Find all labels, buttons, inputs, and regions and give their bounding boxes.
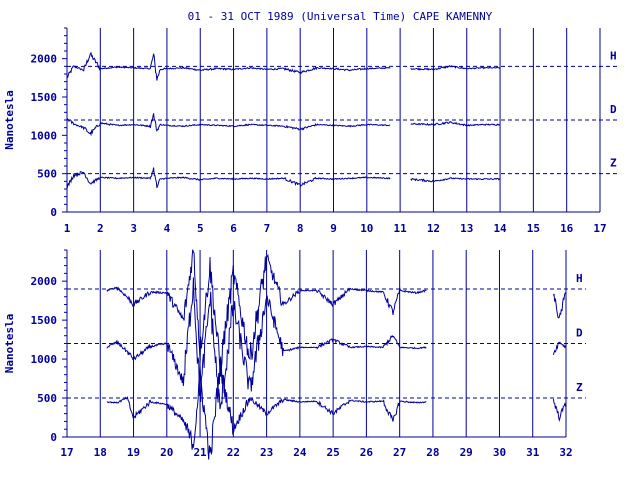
x-tick-label: 7: [264, 222, 271, 235]
x-tick-label: 17: [593, 222, 606, 235]
series-d-trace: [552, 341, 567, 356]
x-tick-label: 20: [160, 446, 173, 459]
y-tick-label: 500: [37, 392, 57, 405]
x-tick-label: 10: [360, 222, 373, 235]
x-tick-label: 15: [527, 222, 540, 235]
component-label-h: H: [610, 49, 617, 62]
x-tick-label: 5: [197, 222, 204, 235]
x-tick-label: 22: [227, 446, 240, 459]
y-tick-label: 2000: [31, 275, 58, 288]
series-d-trace: [66, 113, 391, 137]
x-tick-label: 2: [97, 222, 104, 235]
x-tick-label: 24: [293, 446, 307, 459]
x-tick-label: 25: [327, 446, 340, 459]
x-tick-label: 4: [164, 222, 171, 235]
component-label-d: D: [610, 103, 617, 116]
y-tick-label: 1000: [31, 353, 58, 366]
x-tick-label: 18: [94, 446, 107, 459]
panel-bottom: 17 18 19 20 21 22 23 24 25 26 27 28 29 30 31 32 0 500 1000…: [3, 249, 586, 460]
y-tick-label: 2000: [31, 53, 58, 66]
x-tick-label: 19: [127, 446, 140, 459]
x-tick-label: 30: [493, 446, 506, 459]
panel-top: 1 2 3 4 5 6 7 8 9 10 11 12 13 14 15 16 17050010001500200…: [3, 27, 620, 235]
component-label-z: Z: [610, 157, 617, 170]
x-tick-label: 1: [64, 222, 71, 235]
x-tick-label: 23: [260, 446, 273, 459]
x-tick-label: 14: [493, 222, 507, 235]
series-h-trace: [106, 249, 427, 371]
x-tick-label: 26: [360, 446, 374, 459]
series-z-trace: [66, 167, 391, 190]
x-tick-label: 17: [60, 446, 73, 459]
x-tick-label: 8: [297, 222, 304, 235]
y-axis-label: Nanotesla: [3, 314, 16, 374]
series-z-trace: [552, 398, 567, 423]
x-tick-label: 9: [330, 222, 337, 235]
y-tick-label: 1500: [31, 314, 58, 327]
x-tick-label: 3: [130, 222, 137, 235]
component-label-z: Z: [576, 381, 583, 394]
x-tick-label: 12: [427, 222, 440, 235]
series-h-trace: [66, 51, 391, 81]
component-label-h: H: [576, 272, 583, 285]
series-d-trace: [106, 277, 427, 410]
x-tick-label: 29: [460, 446, 473, 459]
series-h-trace: [410, 65, 501, 71]
x-tick-label: 11: [394, 222, 408, 235]
series-z-trace: [410, 177, 501, 183]
y-tick-label: 0: [50, 206, 57, 219]
x-tick-label: 31: [526, 446, 540, 459]
series-z-trace: [106, 358, 427, 460]
x-tick-label: 27: [393, 446, 406, 459]
y-tick-label: 500: [37, 168, 57, 181]
series-h-trace: [552, 292, 567, 319]
x-tick-label: 21: [193, 446, 207, 459]
y-tick-label: 1500: [31, 91, 58, 104]
x-tick-label: 32: [559, 446, 572, 459]
chart-title: 01 - 31 OCT 1989 (Universal Time) CAPE K…: [188, 10, 493, 23]
y-tick-label: 1000: [31, 129, 58, 142]
y-axis-label: Nanotesla: [3, 90, 16, 150]
x-tick-label: 13: [460, 222, 473, 235]
x-tick-label: 16: [560, 222, 574, 235]
component-label-d: D: [576, 327, 583, 340]
series-d-trace: [410, 120, 501, 128]
y-tick-label: 0: [50, 431, 57, 444]
x-tick-label: 6: [230, 222, 237, 235]
x-tick-label: 28: [426, 446, 439, 459]
